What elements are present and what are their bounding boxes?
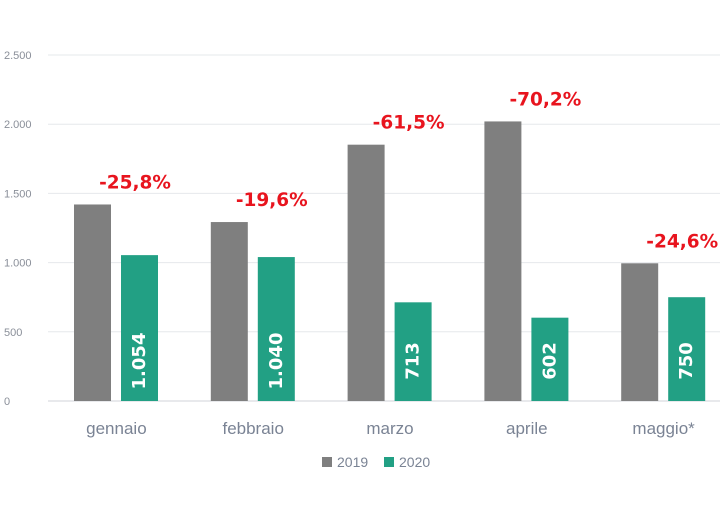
x-tick-label: gennaio xyxy=(86,419,147,438)
x-tick-label: maggio* xyxy=(632,419,695,438)
y-tick-label: 1.500 xyxy=(4,188,32,200)
y-axis: 0 500 1.000 1.500 2.000 2.500 xyxy=(4,50,32,408)
legend-label: 2020 xyxy=(399,454,430,470)
bar-2019-aprile xyxy=(484,121,522,401)
legend-swatch-2020 xyxy=(384,457,394,467)
value-label-2020: 602 xyxy=(539,342,560,380)
y-tick-label: 2.500 xyxy=(4,50,32,62)
legend-swatch-2019 xyxy=(322,457,332,467)
bar-2019-febbraio xyxy=(210,222,248,401)
bar-2020-maggio xyxy=(668,297,706,401)
y-tick-label: 2.000 xyxy=(4,119,32,131)
bar-2020-marzo xyxy=(394,302,432,401)
y-tick-label: 0 xyxy=(4,396,10,408)
x-axis: gennaio febbraio marzo aprile maggio* xyxy=(86,419,695,438)
data-labels: 1.054 -25,8% 1.040 -19,6% 713 -61,5% 602 -70,2%… xyxy=(99,89,718,389)
legend-label: 2019 xyxy=(337,454,368,470)
change-label: -70,2% xyxy=(509,89,581,110)
change-label: -24,6% xyxy=(646,231,718,252)
bar-2020-gennaio xyxy=(121,255,158,401)
value-label-2020: 1.040 xyxy=(266,333,287,390)
y-tick-label: 1.000 xyxy=(4,258,32,270)
change-label: -19,6% xyxy=(236,190,308,211)
value-label-2020: 713 xyxy=(403,342,424,380)
bars xyxy=(74,121,706,401)
change-label: -61,5% xyxy=(373,113,445,134)
x-tick-label: febbraio xyxy=(222,419,283,438)
y-tick-label: 500 xyxy=(4,327,22,339)
value-label-2020: 750 xyxy=(676,342,697,380)
change-label: -25,8% xyxy=(99,172,171,193)
value-label-2020: 1.054 xyxy=(129,333,150,390)
x-tick-label: aprile xyxy=(506,419,548,438)
bar-2019-maggio xyxy=(621,263,659,401)
bar-2019-marzo xyxy=(347,144,385,401)
x-tick-label: marzo xyxy=(366,419,413,438)
legend: 2019 2020 xyxy=(322,454,430,470)
bar-2019-gennaio xyxy=(74,204,111,401)
bar-2020-febbraio xyxy=(257,257,295,401)
bar-2020-aprile xyxy=(531,317,569,401)
